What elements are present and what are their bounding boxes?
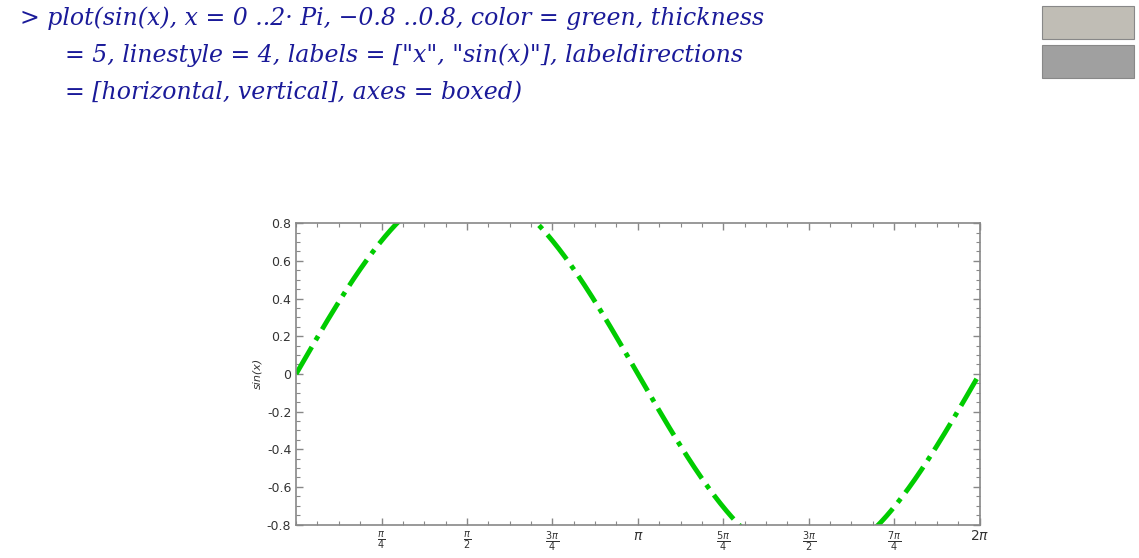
- Bar: [1042, 45, 1134, 78]
- Bar: [1042, 6, 1134, 39]
- Y-axis label: sin(x): sin(x): [253, 358, 263, 389]
- Text: > plot(sin(x), x = 0 ..2· Pi, −0.8 ..0.8, color = green, thickness
      = 5, li: > plot(sin(x), x = 0 ..2· Pi, −0.8 ..0.8…: [21, 6, 764, 104]
